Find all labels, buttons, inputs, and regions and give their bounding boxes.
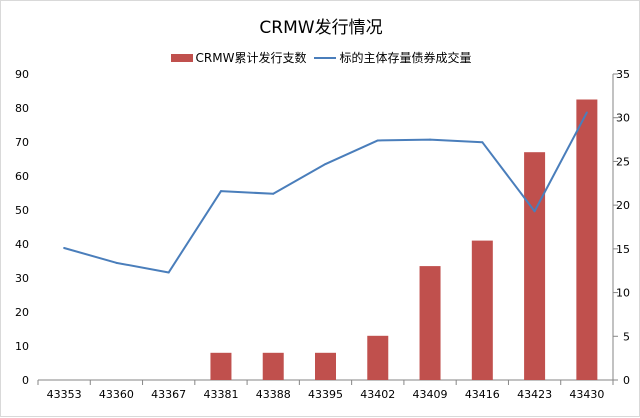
x-tick-label: 43367: [151, 388, 186, 401]
bar: [471, 240, 493, 380]
x-tick-label: 43430: [569, 388, 604, 401]
line-point: [481, 141, 484, 144]
x-tick-label: 43423: [517, 388, 552, 401]
bar: [419, 266, 441, 380]
right-tick-label: 0: [623, 374, 630, 387]
x-tick-label: 43402: [360, 388, 395, 401]
right-tick-label: 25: [616, 155, 630, 168]
line-point: [219, 190, 222, 193]
x-tick-label: 43381: [203, 388, 238, 401]
left-tick-label: 80: [15, 102, 29, 115]
x-tick-label: 43416: [465, 388, 500, 401]
bar: [576, 99, 598, 380]
x-tick-label: 43395: [308, 388, 343, 401]
bar-series: [210, 99, 598, 380]
line-point: [429, 138, 432, 141]
chart-title: CRMW发行情况: [259, 18, 383, 38]
x-tick-label: 43409: [413, 388, 448, 401]
line-point: [533, 210, 536, 213]
left-y-axis: 0 10 20 30 40 50 60 70 80 90: [15, 68, 29, 387]
bar: [315, 352, 336, 380]
left-tick-label: 60: [15, 170, 29, 183]
bar: [524, 152, 546, 380]
left-tick-label: 20: [15, 306, 29, 319]
right-tick-label: 10: [616, 287, 630, 300]
x-tick-label: 43360: [99, 388, 134, 401]
right-tick-label: 15: [616, 243, 630, 256]
legend-bar-label: CRMW累计发行支数: [195, 51, 307, 65]
left-tick-label: 90: [15, 68, 29, 81]
line-point: [167, 271, 170, 274]
line-path: [63, 112, 588, 274]
x-tick-label: 43388: [256, 388, 291, 401]
line-point: [585, 111, 588, 114]
legend-line-label: 标的主体存量债券成交量: [339, 51, 472, 65]
left-tick-label: 50: [15, 204, 29, 217]
left-tick-label: 0: [22, 374, 29, 387]
x-axis: 43353 43360 43367 43381 43388 43395 43402 43409…: [37, 379, 614, 401]
right-tick-label: 35: [616, 68, 630, 81]
right-tick-label: 5: [623, 330, 630, 343]
line-point: [324, 163, 327, 166]
left-tick-label: 30: [15, 272, 29, 285]
bar: [210, 352, 232, 380]
legend-item-line: 标的主体存量债券成交量: [314, 49, 471, 66]
line-point: [115, 261, 118, 264]
right-tick-label: 30: [616, 112, 630, 125]
legend-bar-swatch: [170, 53, 193, 62]
legend-line-swatch: [314, 56, 337, 59]
left-tick-label: 70: [15, 136, 29, 149]
line-point: [376, 139, 379, 142]
line-point: [272, 192, 275, 195]
right-y-axis: 0 5 10 15 20 25 30 35: [612, 68, 630, 387]
bar: [367, 335, 389, 380]
line-series: [63, 111, 588, 274]
x-tick-label: 43353: [47, 388, 82, 401]
legend: CRMW累计发行支数 标的主体存量债券成交量: [1, 49, 640, 66]
legend-item-bars: CRMW累计发行支数: [170, 49, 307, 66]
left-tick-label: 10: [15, 340, 29, 353]
right-tick-label: 20: [616, 199, 630, 212]
left-tick-label: 40: [15, 238, 29, 251]
line-point: [63, 246, 66, 249]
bar: [262, 352, 284, 380]
